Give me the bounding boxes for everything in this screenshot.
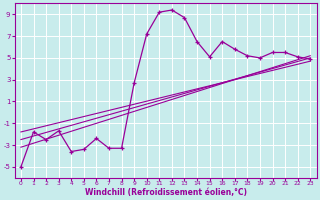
- X-axis label: Windchill (Refroidissement éolien,°C): Windchill (Refroidissement éolien,°C): [84, 188, 247, 197]
